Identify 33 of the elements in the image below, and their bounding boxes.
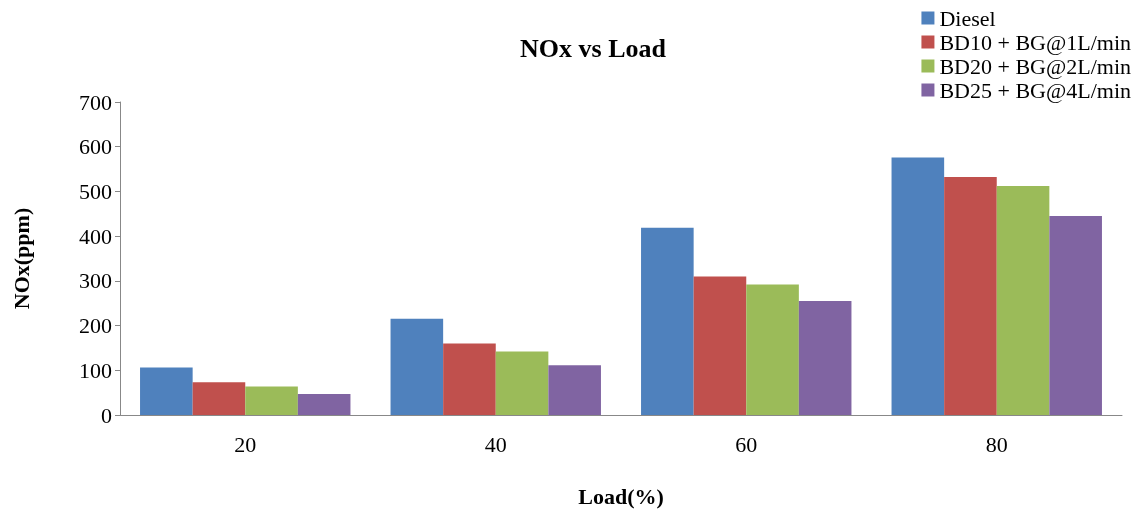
bar <box>297 393 351 415</box>
x-tick-label: 80 <box>985 431 1008 457</box>
x-axis-title: Load(%) <box>578 483 664 509</box>
bar <box>390 318 444 415</box>
legend-label: BD10 + BG@1L/min <box>939 29 1132 55</box>
bar <box>746 284 799 415</box>
y-tick-label: 700 <box>79 89 112 115</box>
bar <box>996 186 1050 415</box>
y-tick-label: 100 <box>79 357 112 383</box>
bar <box>245 386 298 415</box>
bar <box>192 382 246 415</box>
y-tick-label: 500 <box>79 178 112 204</box>
x-tick-label: 60 <box>735 431 758 457</box>
x-tick-label: 40 <box>484 431 507 457</box>
bar <box>1049 216 1102 415</box>
bar <box>891 157 945 415</box>
bar <box>641 227 694 415</box>
bar <box>443 343 496 415</box>
legend-label: Diesel <box>939 5 996 31</box>
bar <box>798 300 852 415</box>
chart-title: NOx vs Load <box>520 33 667 63</box>
bar <box>495 351 549 415</box>
bar <box>548 365 601 415</box>
bar <box>944 177 997 415</box>
bar <box>693 276 747 415</box>
y-tick-label: 400 <box>79 223 112 249</box>
x-tick-label: 20 <box>234 431 257 457</box>
y-axis-title: NOx(ppm) <box>8 207 34 310</box>
y-tick-label: 300 <box>79 268 112 294</box>
y-tick-label: 200 <box>79 313 112 339</box>
y-tick-label: 0 <box>101 402 112 428</box>
bar <box>140 367 193 415</box>
y-tick-label: 600 <box>79 134 112 160</box>
